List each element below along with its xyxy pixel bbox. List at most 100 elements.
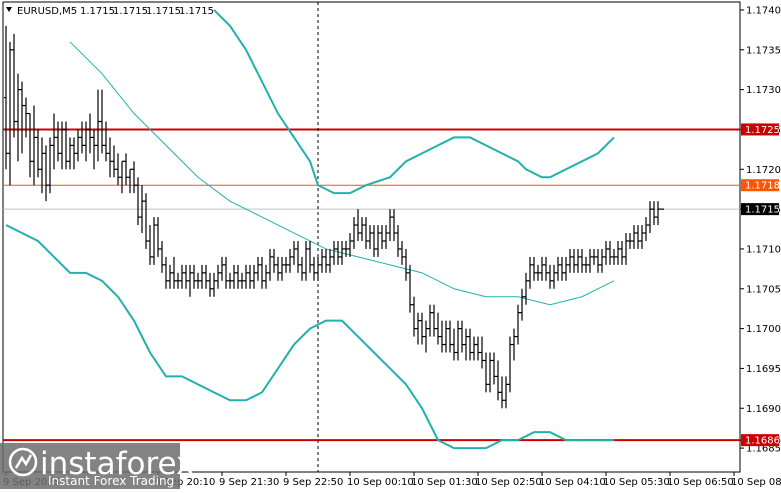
candle <box>448 320 452 353</box>
candle <box>620 240 624 265</box>
candle <box>400 240 404 265</box>
candle <box>624 233 628 265</box>
candle <box>184 264 188 289</box>
candle <box>88 113 92 154</box>
candle <box>40 137 44 194</box>
ohlc-high: 1.1715 <box>113 6 148 17</box>
candle <box>452 328 456 361</box>
chevron-down-icon[interactable] <box>6 7 12 12</box>
candle <box>428 304 432 337</box>
candle <box>44 145 48 202</box>
candle <box>520 288 524 321</box>
candle <box>192 264 196 289</box>
candle <box>436 312 440 345</box>
candle <box>28 112 32 178</box>
candle <box>248 264 252 289</box>
candle <box>164 256 168 289</box>
candle <box>332 240 336 265</box>
candle <box>300 256 304 281</box>
candle <box>652 201 656 226</box>
candle <box>636 225 640 249</box>
ohlc-open: 1.1715 <box>80 6 115 17</box>
y-tick-label: 1.1685 <box>746 444 781 455</box>
candle <box>76 129 80 162</box>
level-tag: 1.1718 <box>741 179 780 192</box>
candle <box>384 225 388 249</box>
candle <box>84 121 88 162</box>
candle <box>404 248 408 281</box>
candle <box>564 256 568 281</box>
candle <box>304 240 308 281</box>
candle <box>316 256 320 281</box>
level-tag: 1.1686 <box>741 434 780 447</box>
candle <box>128 168 132 194</box>
candle <box>60 121 64 170</box>
candle <box>548 264 552 289</box>
candle <box>292 240 296 265</box>
candle <box>252 264 256 289</box>
candle <box>440 320 444 353</box>
candle <box>144 193 148 249</box>
candle <box>396 225 400 257</box>
candle <box>468 328 472 361</box>
candle <box>476 336 480 361</box>
candle <box>504 376 508 409</box>
ohlc-close: 1.1715 <box>179 6 214 17</box>
candle <box>92 129 96 170</box>
candle <box>16 73 20 162</box>
candle <box>212 272 216 297</box>
candle <box>312 256 316 281</box>
current-price-tag-background <box>741 203 779 216</box>
x-tick-label: 9 Sep 20:10 <box>155 477 215 488</box>
candle <box>528 256 532 289</box>
current-price-tag-label: 1.1715 <box>745 205 780 216</box>
candle <box>284 256 288 273</box>
ohlc-low: 1.1715 <box>146 6 181 17</box>
x-tick-label: 10 Sep 08:10 <box>731 477 781 488</box>
price-axis: 1.17401.17351.17301.17251.17201.17151.17… <box>740 5 781 455</box>
level-tag-background <box>741 123 779 136</box>
bollinger-lower-line <box>5 224 614 450</box>
candle <box>140 185 144 234</box>
candle <box>224 256 228 289</box>
candle <box>348 233 352 257</box>
candle <box>32 105 36 186</box>
candle <box>496 360 500 401</box>
candle <box>288 248 292 273</box>
x-tick-label: 9 Sep 22:50 <box>283 477 343 488</box>
candle <box>572 248 576 273</box>
level-tag-label: 1.1686 <box>745 436 780 447</box>
candle <box>352 217 356 249</box>
candle <box>584 256 588 273</box>
candle <box>552 264 556 289</box>
price-tags: 1.1725 1.1718 1.1686 1.1715 <box>741 123 780 447</box>
candle <box>200 264 204 289</box>
candle <box>124 153 128 186</box>
candle <box>232 264 236 289</box>
candle <box>576 248 580 273</box>
candle <box>228 272 232 289</box>
candle <box>116 153 120 186</box>
y-tick-label: 1.1695 <box>746 364 781 375</box>
candle <box>100 89 104 154</box>
candle <box>432 304 436 337</box>
candle <box>644 217 648 241</box>
candle <box>488 352 492 393</box>
candle <box>336 240 340 265</box>
candle <box>608 240 612 265</box>
candle <box>168 264 172 289</box>
level-tag-background <box>741 179 779 192</box>
level-tag-label: 1.1725 <box>745 125 780 136</box>
candle <box>632 225 636 249</box>
y-tick-label: 1.1690 <box>746 404 781 415</box>
candle <box>536 264 540 281</box>
candle <box>444 320 448 353</box>
candle <box>580 248 584 273</box>
candle <box>180 264 184 289</box>
candle <box>240 272 244 289</box>
symbol-label: EURUSD,M5 <box>17 6 77 17</box>
y-tick-label: 1.1720 <box>746 165 781 176</box>
candle <box>120 160 124 194</box>
x-tick-label: 10 Sep 00:10 <box>347 477 414 488</box>
